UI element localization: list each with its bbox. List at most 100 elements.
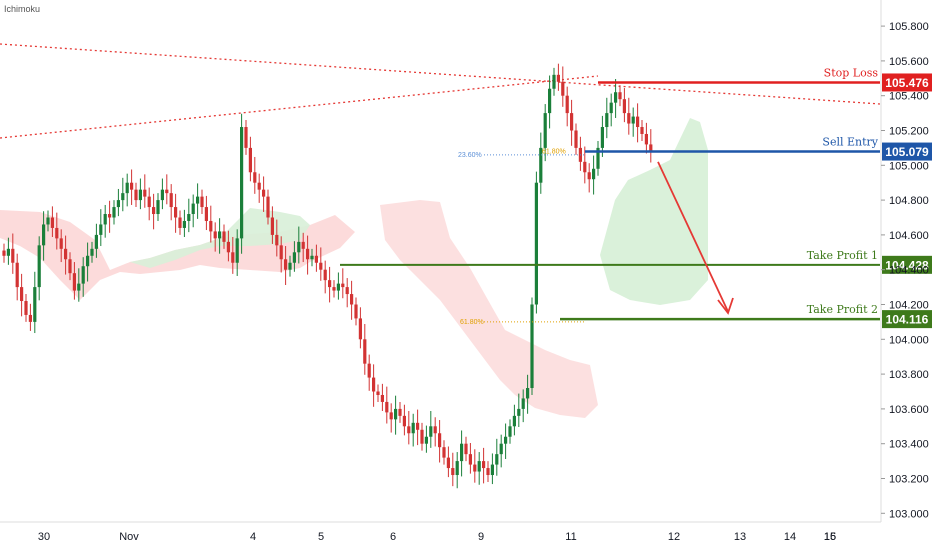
candle-body (482, 461, 486, 469)
price-tick-label: 105.000 (889, 160, 929, 172)
fib-label: 23.60% (458, 152, 482, 159)
candle-body (363, 339, 367, 364)
time-tick-label: 5 (318, 531, 324, 543)
candle-body (636, 116, 640, 128)
candle-body (323, 269, 327, 281)
candle-body (389, 412, 393, 420)
level-label: Sell Entry (822, 136, 878, 149)
candle-body (442, 447, 446, 458)
candle-body (196, 196, 200, 204)
candle-body (297, 241, 301, 253)
candle-body (345, 287, 349, 295)
candle-body (486, 468, 490, 476)
candle-body (592, 168, 596, 180)
candle-body (631, 116, 635, 124)
candle-body (28, 314, 32, 322)
price-tick-label: 105.400 (889, 91, 929, 103)
candle-body (420, 429, 424, 444)
candle-body (319, 262, 323, 270)
candle-body (284, 259, 288, 270)
candle-body (605, 113, 609, 128)
price-badge-label: 104.116 (886, 313, 929, 327)
candle-body (644, 133, 648, 145)
candle-body (178, 217, 182, 228)
candle-body (499, 443, 503, 455)
price-tick-label: 103.000 (889, 508, 929, 520)
candle-body (627, 113, 631, 124)
candle-body (125, 182, 129, 194)
price-badge (882, 73, 932, 92)
candle-body (640, 127, 644, 134)
candle-body (376, 391, 380, 395)
candle-body (138, 189, 142, 201)
candle-body (446, 457, 450, 469)
price-badge-label: 104.428 (885, 258, 929, 272)
candle-body (231, 252, 235, 263)
projection-arrow (657, 161, 729, 312)
level-label: Take Profit 2 (807, 303, 878, 316)
fib-label: 61.80% (542, 148, 566, 155)
candle-body (244, 127, 248, 148)
candle-body (385, 401, 389, 413)
candle-body (152, 207, 156, 215)
price-tick-label: 105.600 (889, 56, 929, 68)
candle-body (570, 113, 574, 131)
candle-body (121, 193, 125, 201)
candle-body (394, 408, 398, 420)
candle-body (160, 189, 164, 201)
candle-body (72, 273, 76, 291)
candle-body (649, 144, 653, 152)
price-badge (882, 310, 932, 329)
candle-body (33, 287, 37, 322)
indicator-label[interactable]: Ichimoku (4, 4, 41, 14)
candle-body (37, 245, 41, 288)
candle-body (508, 426, 512, 437)
candle-body (191, 203, 195, 215)
candle-body (622, 99, 626, 114)
candle-body (512, 415, 516, 427)
candle-body (20, 287, 24, 302)
candle-body (81, 266, 85, 284)
candle-body (55, 227, 59, 239)
candle-body (455, 461, 459, 476)
candle-body (416, 422, 420, 430)
candle-body (147, 196, 151, 208)
candle-body (292, 252, 296, 263)
candle-body (438, 433, 442, 448)
ichimoku-cloud-bear-2 (380, 200, 598, 418)
candle-body (433, 426, 437, 434)
candle-body (279, 245, 283, 260)
candle-body (301, 241, 305, 249)
candle-body (490, 464, 494, 476)
time-tick-label: Nov (119, 531, 139, 543)
candle-body (583, 161, 587, 173)
candle-body (213, 231, 217, 239)
price-badge-label: 105.476 (885, 76, 929, 90)
fib-label: 61.80% (460, 319, 484, 326)
candle-body (609, 102, 613, 114)
candle-body (99, 224, 103, 235)
candle-body (108, 214, 112, 218)
candle-body (477, 461, 481, 472)
candle-body (156, 200, 160, 215)
candle-body (248, 147, 252, 173)
candle-body (226, 241, 230, 253)
candle-body (429, 426, 433, 437)
candle-body (103, 214, 107, 225)
candle-body (64, 248, 68, 260)
candle-body (530, 304, 534, 389)
candle-body (504, 436, 508, 444)
candle-body (306, 248, 310, 260)
candle-body (6, 248, 10, 256)
candle-body (332, 287, 336, 291)
price-tick-label: 104.600 (889, 230, 929, 242)
candle-body (336, 283, 340, 291)
candle-body (310, 255, 314, 260)
candle-body (495, 454, 499, 465)
candle-body (86, 255, 90, 267)
candle-body (398, 408, 402, 416)
candle-body (380, 394, 384, 402)
time-tick-label: 13 (734, 531, 746, 543)
